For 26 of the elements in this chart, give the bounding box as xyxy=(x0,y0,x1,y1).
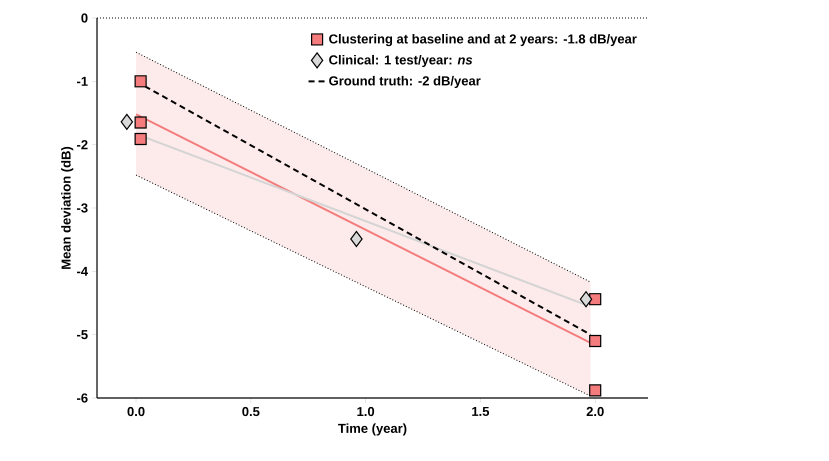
point xyxy=(350,230,363,248)
point xyxy=(134,132,147,146)
point xyxy=(134,116,147,129)
y-tick-label: -1 xyxy=(77,76,88,86)
point xyxy=(589,334,602,348)
y-tick-label: -3 xyxy=(77,203,88,213)
point xyxy=(134,75,147,88)
legend-label: Ground truth: -2 dB/year xyxy=(329,76,481,88)
y-tick-label: 0 xyxy=(81,13,88,23)
y-tick-label: -2 xyxy=(77,140,88,150)
point xyxy=(120,114,134,130)
y-tick-label: -4 xyxy=(77,266,88,276)
x-tick-label: 1.0 xyxy=(357,406,374,416)
y-tick-label: -5 xyxy=(77,330,88,340)
legend-label: Clinical: 1 test/year: ns xyxy=(329,54,472,68)
x-tick-label: 1.5 xyxy=(472,406,490,416)
x-tick-label: 0.5 xyxy=(242,406,260,416)
y-axis-title: Mean deviation (dB) xyxy=(61,146,74,269)
x-axis-title: Time (year) xyxy=(338,423,406,436)
point xyxy=(580,291,592,308)
x-tick-label: 2.0 xyxy=(586,406,604,416)
point xyxy=(589,293,602,306)
point xyxy=(589,384,602,396)
y-tick-label: -6 xyxy=(77,393,88,403)
x-tick-label: 0.0 xyxy=(128,406,145,416)
legend-label: Clustering at baseline and at 2 years: -1.8 dB/year xyxy=(329,34,637,46)
